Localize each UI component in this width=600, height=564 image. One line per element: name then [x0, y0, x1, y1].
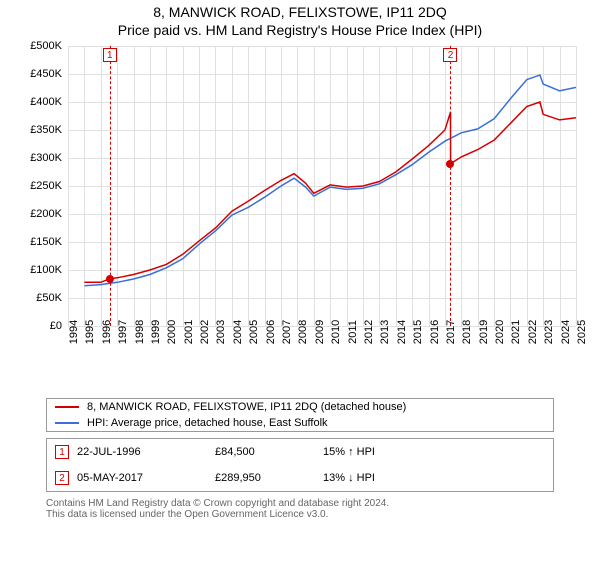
y-axis-label: £450K — [20, 68, 62, 80]
footnote-line-1: Contains HM Land Registry data © Crown c… — [46, 498, 554, 509]
sale-price: £84,500 — [215, 446, 315, 458]
x-axis-label: 1994 — [68, 320, 80, 344]
y-axis-label: £200K — [20, 208, 62, 220]
x-axis-label: 2020 — [494, 320, 506, 344]
x-axis-label: 1996 — [101, 320, 113, 344]
y-axis-label: £350K — [20, 124, 62, 136]
x-axis-label: 2009 — [314, 320, 326, 344]
sale-marker-line — [110, 46, 111, 326]
x-axis-label: 2008 — [297, 320, 309, 344]
x-axis-label: 2006 — [265, 320, 277, 344]
sale-marker-point — [106, 275, 114, 283]
sale-date: 05-MAY-2017 — [77, 472, 207, 484]
x-axis-label: 1999 — [150, 320, 162, 344]
page-title: 8, MANWICK ROAD, FELIXSTOWE, IP11 2DQ — [0, 4, 600, 20]
sales-table: 1 22-JUL-1996 £84,500 15% ↑ HPI 2 05-MAY-2017… — [46, 438, 554, 492]
price-chart: 12£0£50K£100K£150K£200K£250K£300K£350K£4… — [20, 42, 580, 362]
page-subtitle: Price paid vs. HM Land Registry's House … — [0, 22, 600, 38]
x-axis-label: 2014 — [396, 320, 408, 344]
series-price_paid — [84, 102, 576, 282]
x-axis-label: 2004 — [232, 320, 244, 344]
sale-badge: 2 — [55, 471, 69, 485]
y-axis-label: £50K — [20, 292, 62, 304]
y-axis-label: £150K — [20, 236, 62, 248]
sale-delta: 15% ↑ HPI — [323, 446, 423, 458]
x-axis-label: 2011 — [347, 320, 359, 344]
x-axis-label: 2003 — [215, 320, 227, 344]
sale-price: £289,950 — [215, 472, 315, 484]
sale-marker-point — [446, 160, 454, 168]
x-axis-label: 2018 — [461, 320, 473, 344]
x-axis-label: 2007 — [281, 320, 293, 344]
sale-marker-badge: 2 — [443, 48, 457, 62]
sale-date: 22-JUL-1996 — [77, 446, 207, 458]
page: 8, MANWICK ROAD, FELIXSTOWE, IP11 2DQ Pr… — [0, 4, 600, 564]
x-axis-label: 2001 — [183, 320, 195, 344]
footnote-line-2: This data is licensed under the Open Gov… — [46, 509, 554, 520]
x-axis-label: 1998 — [134, 320, 146, 344]
x-axis-label: 2025 — [576, 320, 588, 344]
legend-swatch — [55, 422, 79, 424]
chart-legend: 8, MANWICK ROAD, FELIXSTOWE, IP11 2DQ (d… — [46, 398, 554, 432]
y-axis-label: £400K — [20, 96, 62, 108]
x-axis-label: 2017 — [445, 320, 457, 344]
x-axis-label: 1997 — [117, 320, 129, 344]
sale-marker-badge: 1 — [103, 48, 117, 62]
sale-row: 1 22-JUL-1996 £84,500 15% ↑ HPI — [47, 439, 553, 465]
y-axis-label: £100K — [20, 264, 62, 276]
x-axis-label: 2000 — [166, 320, 178, 344]
y-axis-label: £300K — [20, 152, 62, 164]
x-axis-label: 2022 — [527, 320, 539, 344]
legend-item: HPI: Average price, detached house, East… — [47, 415, 553, 431]
legend-swatch — [55, 406, 79, 408]
x-axis-label: 1995 — [84, 320, 96, 344]
x-axis-label: 2015 — [412, 320, 424, 344]
sale-delta: 13% ↓ HPI — [323, 472, 423, 484]
legend-item: 8, MANWICK ROAD, FELIXSTOWE, IP11 2DQ (d… — [47, 399, 553, 415]
sale-marker-line — [450, 46, 451, 326]
x-axis-label: 2010 — [330, 320, 342, 344]
legend-label: 8, MANWICK ROAD, FELIXSTOWE, IP11 2DQ (d… — [87, 401, 406, 413]
gridline-vertical — [576, 46, 577, 326]
series-hpi — [84, 75, 576, 286]
x-axis-label: 2012 — [363, 320, 375, 344]
y-axis-label: £500K — [20, 40, 62, 52]
x-axis-label: 2013 — [379, 320, 391, 344]
x-axis-label: 2005 — [248, 320, 260, 344]
x-axis-label: 2023 — [543, 320, 555, 344]
x-axis-label: 2016 — [429, 320, 441, 344]
series-svg — [68, 46, 576, 326]
legend-label: HPI: Average price, detached house, East… — [87, 417, 328, 429]
x-axis-label: 2002 — [199, 320, 211, 344]
plot-area: 12 — [68, 46, 576, 326]
y-axis-label: £250K — [20, 180, 62, 192]
y-axis-label: £0 — [20, 320, 62, 332]
sale-row: 2 05-MAY-2017 £289,950 13% ↓ HPI — [47, 465, 553, 491]
x-axis-label: 2021 — [510, 320, 522, 344]
x-axis-label: 2019 — [478, 320, 490, 344]
footnote: Contains HM Land Registry data © Crown c… — [46, 498, 554, 520]
sale-badge: 1 — [55, 445, 69, 459]
x-axis-label: 2024 — [560, 320, 572, 344]
